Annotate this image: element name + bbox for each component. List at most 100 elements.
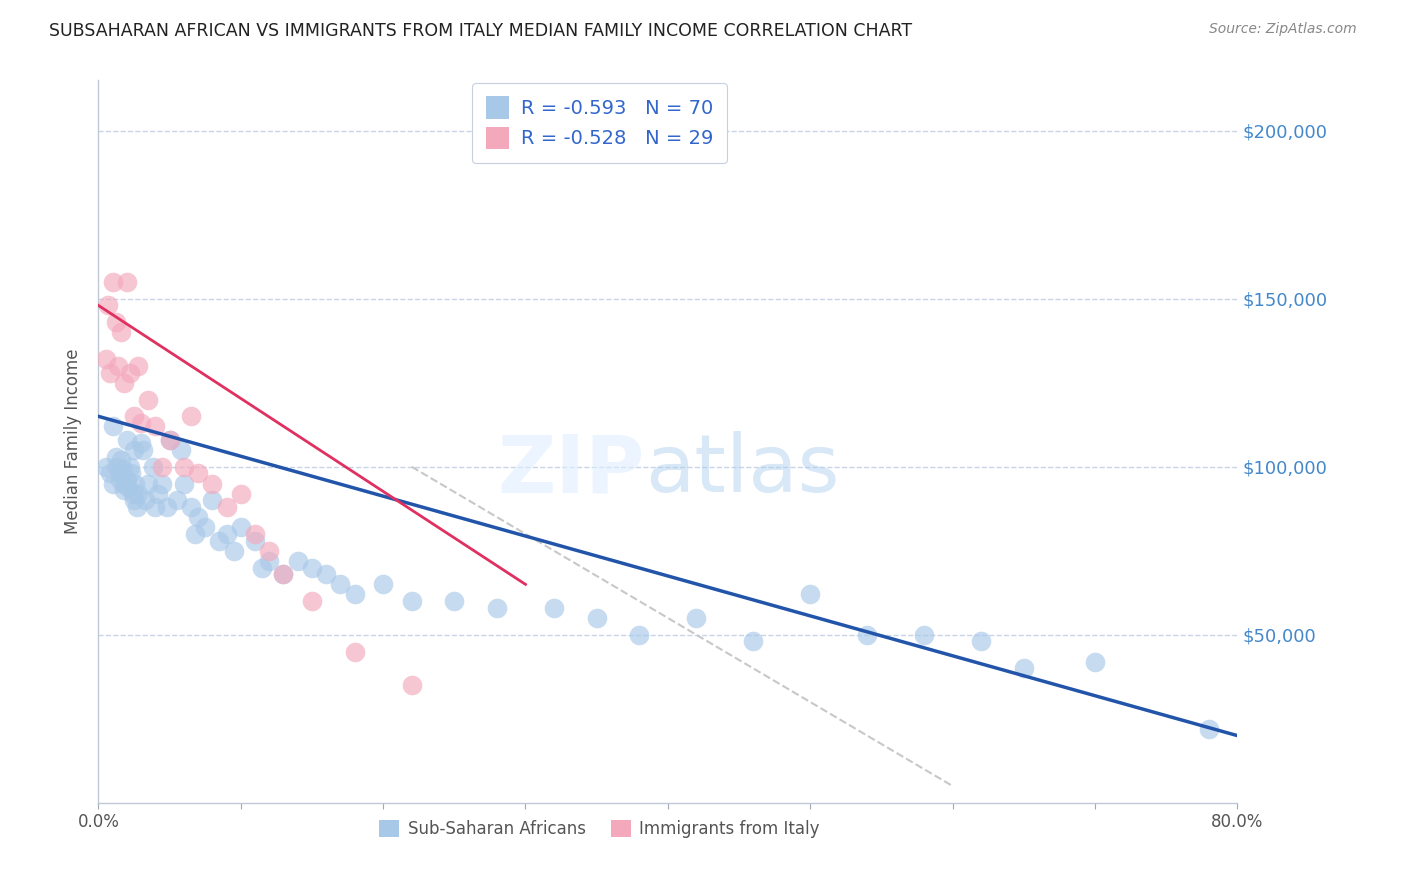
Point — [127, 486, 149, 500]
Y-axis label: Median Family Income: Median Family Income — [65, 349, 83, 534]
Point — [184, 527, 207, 541]
Text: ZIP: ZIP — [498, 432, 645, 509]
Point — [141, 459, 163, 474]
Point — [170, 442, 193, 457]
Point — [112, 476, 135, 491]
Point — [799, 587, 821, 601]
Point — [343, 587, 366, 601]
Legend: Sub-Saharan Africans, Immigrants from Italy: Sub-Saharan Africans, Immigrants from It… — [373, 814, 827, 845]
Point — [148, 486, 170, 500]
Point — [180, 500, 202, 514]
Point — [243, 533, 266, 548]
Point — [112, 483, 135, 498]
Point — [145, 419, 167, 434]
Point — [121, 486, 143, 500]
Point — [98, 467, 121, 481]
Point — [1198, 722, 1220, 736]
Point — [628, 628, 651, 642]
Point — [287, 554, 309, 568]
Point — [208, 533, 231, 548]
Point — [131, 442, 153, 457]
Point — [215, 500, 238, 514]
Point — [401, 594, 423, 608]
Point — [685, 611, 707, 625]
Point — [301, 560, 323, 574]
Point — [104, 450, 127, 464]
Point — [115, 275, 138, 289]
Point — [101, 275, 124, 289]
Point — [117, 480, 139, 494]
Point — [194, 520, 217, 534]
Point — [1012, 661, 1035, 675]
Point — [124, 476, 146, 491]
Point — [120, 467, 142, 481]
Point — [110, 326, 132, 340]
Point — [108, 473, 131, 487]
Point — [101, 419, 124, 434]
Point — [122, 493, 145, 508]
Point — [136, 392, 159, 407]
Point — [187, 467, 209, 481]
Point — [215, 527, 238, 541]
Point — [222, 543, 245, 558]
Point — [173, 459, 195, 474]
Point — [115, 433, 138, 447]
Point — [136, 476, 159, 491]
Point — [970, 634, 993, 648]
Point — [115, 473, 138, 487]
Text: SUBSAHARAN AFRICAN VS IMMIGRANTS FROM ITALY MEDIAN FAMILY INCOME CORRELATION CHA: SUBSAHARAN AFRICAN VS IMMIGRANTS FROM IT… — [49, 22, 912, 40]
Point — [373, 577, 395, 591]
Point — [259, 543, 281, 558]
Point — [486, 600, 509, 615]
Point — [129, 436, 152, 450]
Text: atlas: atlas — [645, 432, 839, 509]
Point — [159, 433, 181, 447]
Point — [125, 500, 148, 514]
Point — [94, 352, 117, 367]
Point — [159, 433, 181, 447]
Point — [110, 453, 132, 467]
Point — [122, 442, 145, 457]
Point — [856, 628, 879, 642]
Point — [122, 409, 145, 424]
Point — [243, 527, 266, 541]
Point — [152, 476, 174, 491]
Point — [173, 476, 195, 491]
Point — [118, 366, 141, 380]
Point — [912, 628, 935, 642]
Point — [134, 493, 156, 508]
Point — [152, 459, 174, 474]
Point — [156, 500, 179, 514]
Point — [301, 594, 323, 608]
Point — [343, 644, 366, 658]
Point — [315, 567, 337, 582]
Point — [105, 459, 128, 474]
Point — [250, 560, 273, 574]
Point — [273, 567, 295, 582]
Point — [543, 600, 565, 615]
Point — [229, 486, 252, 500]
Point — [443, 594, 465, 608]
Point — [129, 416, 152, 430]
Point — [108, 467, 131, 481]
Point — [201, 476, 224, 491]
Point — [127, 359, 149, 373]
Point — [273, 567, 295, 582]
Point — [742, 634, 765, 648]
Point — [118, 459, 141, 474]
Point — [98, 366, 121, 380]
Point — [101, 476, 124, 491]
Point — [166, 493, 188, 508]
Point — [1084, 655, 1107, 669]
Point — [111, 463, 134, 477]
Point — [107, 359, 129, 373]
Text: Source: ZipAtlas.com: Source: ZipAtlas.com — [1209, 22, 1357, 37]
Point — [201, 493, 224, 508]
Point — [104, 315, 127, 329]
Point — [585, 611, 607, 625]
Point — [187, 510, 209, 524]
Point — [145, 500, 167, 514]
Point — [112, 376, 135, 390]
Point — [97, 298, 120, 312]
Point — [94, 459, 117, 474]
